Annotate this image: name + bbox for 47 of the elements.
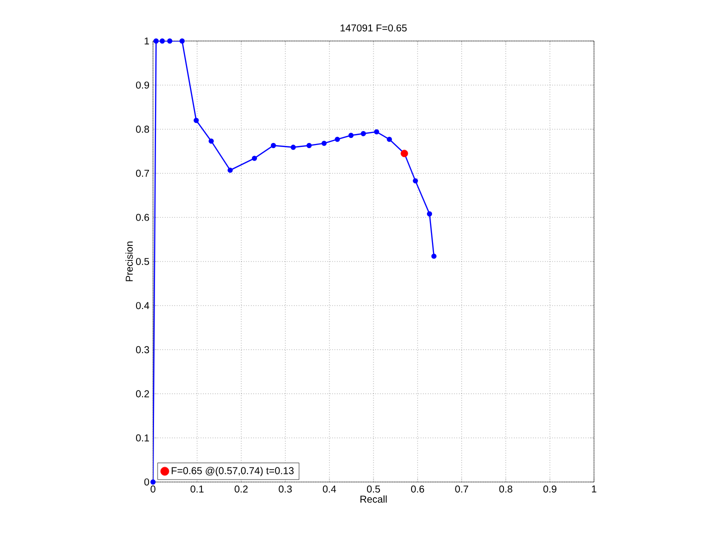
y-tick-label: 0.4 (136, 302, 150, 310)
point (386, 136, 392, 142)
point (348, 132, 354, 138)
point (306, 142, 312, 148)
point (208, 138, 214, 144)
point (270, 142, 276, 148)
x-tick-label: 0.7 (455, 486, 468, 493)
x-tick-label: 0 (150, 486, 156, 493)
y-tick-label: 0.2 (136, 390, 149, 398)
point (167, 38, 172, 44)
point (322, 140, 327, 146)
x-tick-label: 0.2 (234, 486, 248, 493)
y-tick-label: 0.7 (136, 170, 149, 177)
chart-title: 147091 F=0.65 (340, 24, 407, 32)
y-tick-label: 0.3 (136, 346, 150, 354)
x-tick-label: 0.6 (411, 486, 424, 493)
point (194, 118, 199, 123)
y-tick-label: 1 (144, 38, 150, 44)
y-tick-label: 0 (144, 478, 150, 486)
x-tick-label: 0.8 (499, 486, 512, 493)
legend-label: F=0.65 @(0.57,0.74) t=0.13 (172, 466, 294, 476)
point (374, 129, 380, 134)
point (150, 479, 156, 485)
point (426, 211, 432, 216)
y-axis-title: Precision (125, 242, 133, 282)
y-tick-label: 0.1 (136, 434, 150, 442)
y-tick-label: 0.5 (136, 258, 150, 266)
x-tick-label: 0.4 (322, 486, 336, 493)
point (180, 38, 185, 44)
point (153, 38, 159, 44)
x-axis-title: Recall (360, 495, 387, 503)
x-tick-label: 0.5 (366, 486, 380, 493)
point (290, 144, 296, 150)
y-tick-label: 0.6 (136, 214, 150, 221)
point (431, 254, 437, 259)
point (334, 136, 340, 142)
y-tick-label: 0.9 (136, 82, 150, 89)
y-tick-label: 0.8 (136, 126, 150, 133)
x-tick-label: 0.9 (543, 486, 556, 493)
point (252, 156, 258, 161)
point (228, 168, 233, 173)
point (412, 178, 418, 184)
x-tick-label: 0.3 (278, 486, 292, 493)
point (360, 131, 366, 136)
x-tick-label: 1 (592, 486, 596, 492)
x-tick-label: 0.1 (190, 486, 204, 493)
point (160, 38, 165, 44)
